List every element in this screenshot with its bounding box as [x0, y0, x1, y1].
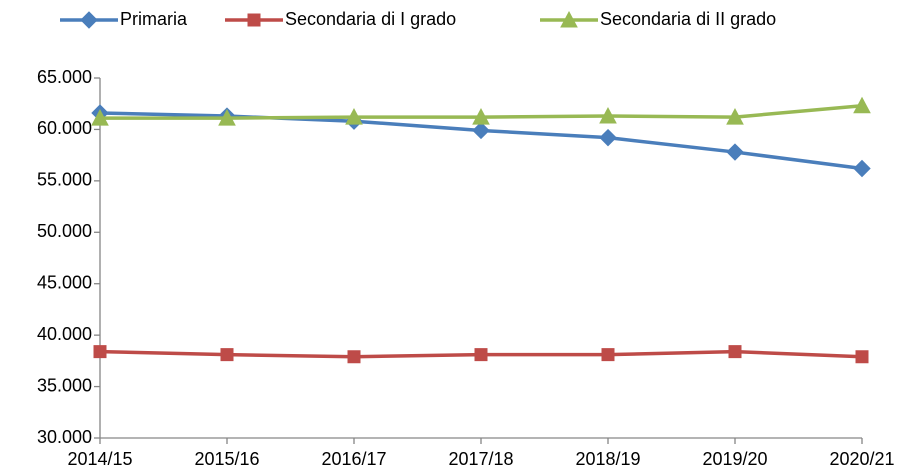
point [853, 159, 871, 178]
point [728, 345, 742, 359]
point [601, 348, 615, 362]
y-tick-label: 35.000 [37, 375, 92, 395]
x-tick-label: 2020/21 [829, 449, 894, 469]
point [472, 121, 490, 140]
point [472, 108, 490, 125]
point [599, 106, 617, 124]
x-tick-label: 2019/20 [702, 449, 767, 469]
point [855, 350, 869, 364]
legend-marker [247, 13, 261, 27]
y-tick-label: 65.000 [37, 67, 92, 87]
x-tick-label: 2017/18 [448, 449, 513, 469]
y-tick-label: 45.000 [37, 272, 92, 292]
x-tick-label: 2018/19 [575, 449, 640, 469]
point [93, 345, 107, 359]
legend-label: Secondaria di I grado [285, 9, 456, 29]
point [726, 143, 744, 161]
point [474, 348, 488, 362]
point [853, 96, 871, 114]
legend-label: Primaria [120, 9, 188, 29]
point [220, 348, 234, 362]
x-tick-label: 2014/15 [67, 449, 132, 469]
y-tick-label: 30.000 [37, 427, 92, 447]
y-tick-label: 55.000 [37, 170, 92, 190]
legend-marker [80, 11, 98, 29]
legend-label: Secondaria di II grado [600, 9, 776, 29]
y-tick-label: 40.000 [37, 324, 92, 344]
y-tick-label: 50.000 [37, 221, 92, 241]
point [347, 350, 361, 364]
point [91, 109, 109, 126]
x-tick-label: 2016/17 [321, 449, 386, 469]
point [599, 128, 617, 147]
legend-marker [560, 10, 578, 28]
y-tick-label: 60.000 [37, 118, 92, 138]
x-tick-label: 2015/16 [194, 449, 259, 469]
point [345, 108, 363, 125]
point [218, 109, 236, 126]
point [726, 108, 744, 125]
